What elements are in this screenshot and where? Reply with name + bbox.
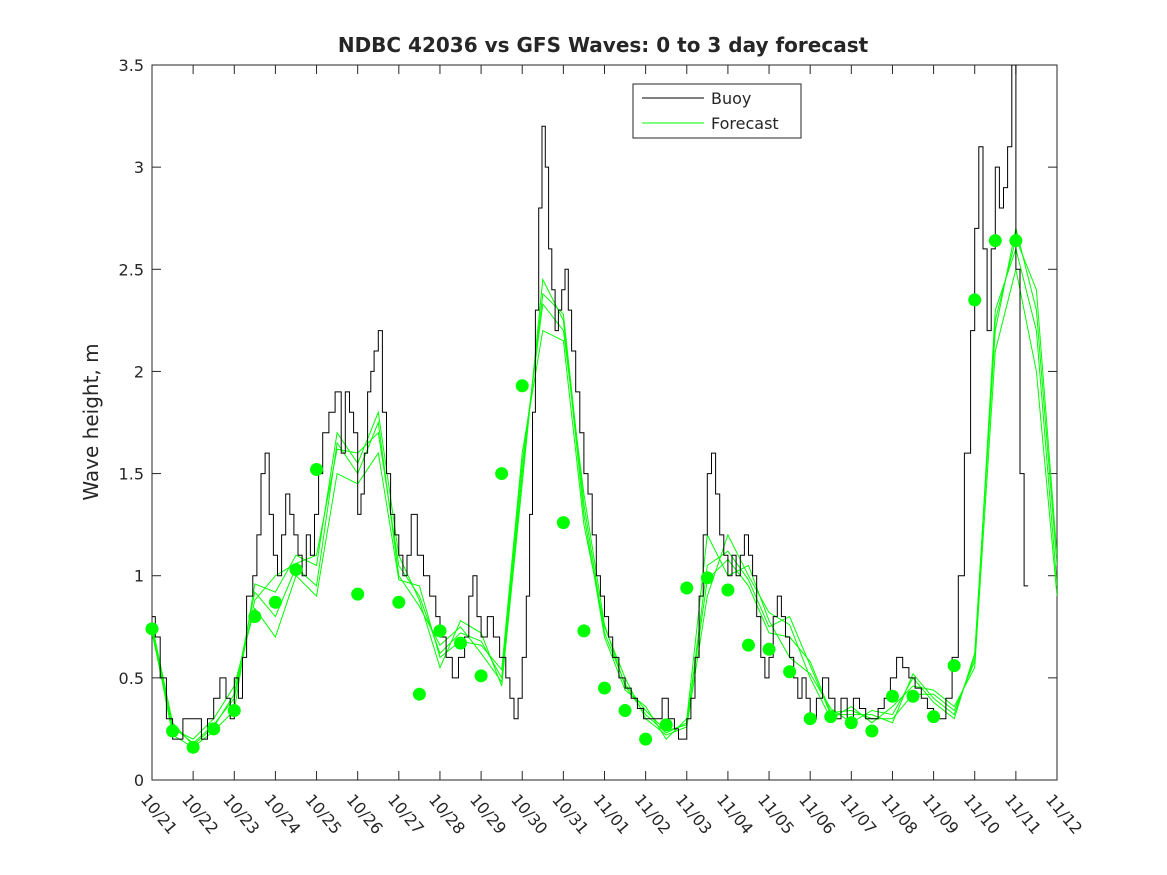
forecast-marker (639, 732, 653, 746)
y-axis-label: Wave height, m (79, 343, 103, 500)
forecast-marker (618, 704, 632, 718)
forecast-marker (227, 704, 241, 718)
forecast-marker (454, 636, 468, 650)
legend-box (632, 83, 802, 139)
forecast-marker (762, 642, 776, 656)
y-tick-label: 1 (134, 567, 144, 586)
plot-area (151, 64, 1058, 781)
y-tick-label: 2.5 (119, 260, 144, 279)
forecast-marker (495, 467, 509, 481)
forecast-marker (700, 571, 714, 585)
forecast-marker (741, 638, 755, 652)
forecast-marker (166, 724, 180, 738)
forecast-marker (906, 689, 920, 703)
forecast-marker (474, 669, 488, 683)
forecast-marker (392, 595, 406, 609)
forecast-marker (1009, 234, 1023, 248)
forecast-marker (351, 587, 365, 601)
buoy-line (152, 65, 1029, 740)
marker-layer (145, 234, 1023, 754)
forecast-marker (556, 516, 570, 530)
forecast-marker (783, 665, 797, 679)
forecast-marker (988, 234, 1002, 248)
forecast-line (152, 236, 1057, 747)
legend: Buoy Forecast (632, 83, 802, 139)
forecast-marker (248, 610, 262, 624)
axis-ticks (151, 64, 1058, 781)
y-tick-labels: 0 0.5 1 1.5 2 2.5 3 3.5 (119, 56, 144, 790)
forecast-marker (947, 659, 961, 673)
forecast-marker (659, 718, 673, 732)
y-tick-label: 1.5 (119, 465, 144, 484)
forecast-marker (885, 689, 899, 703)
y-tick-label: 3.5 (119, 56, 144, 75)
forecast-marker (721, 583, 735, 597)
forecast-marker (824, 710, 838, 724)
forecast-marker (803, 712, 817, 726)
forecast-marker (598, 681, 611, 695)
forecast-marker (433, 624, 447, 638)
series-layer (152, 65, 1057, 748)
forecast-marker (844, 716, 858, 730)
legend-buoy-label: Buoy (711, 89, 751, 108)
y-tick-label: 0.5 (119, 669, 144, 688)
forecast-marker (577, 624, 591, 638)
forecast-marker (289, 563, 303, 577)
forecast-marker (186, 740, 200, 754)
y-tick-label: 2 (134, 362, 144, 381)
forecast-marker (145, 622, 159, 636)
chart-title: NDBC 42036 vs GFS Waves: 0 to 3 day fore… (338, 33, 869, 57)
legend-forecast-label: Forecast (711, 114, 779, 133)
forecast-marker (680, 581, 694, 595)
forecast-marker (268, 595, 282, 609)
y-tick-label: 0 (134, 771, 144, 790)
forecast-marker (865, 724, 879, 738)
forecast-marker (515, 379, 529, 393)
forecast-marker (310, 462, 324, 476)
y-tick-label: 3 (134, 158, 144, 177)
forecast-marker (968, 293, 982, 307)
forecast-marker (927, 710, 941, 724)
forecast-marker (412, 687, 426, 701)
forecast-marker (207, 722, 221, 736)
forecast-line (152, 269, 1057, 740)
